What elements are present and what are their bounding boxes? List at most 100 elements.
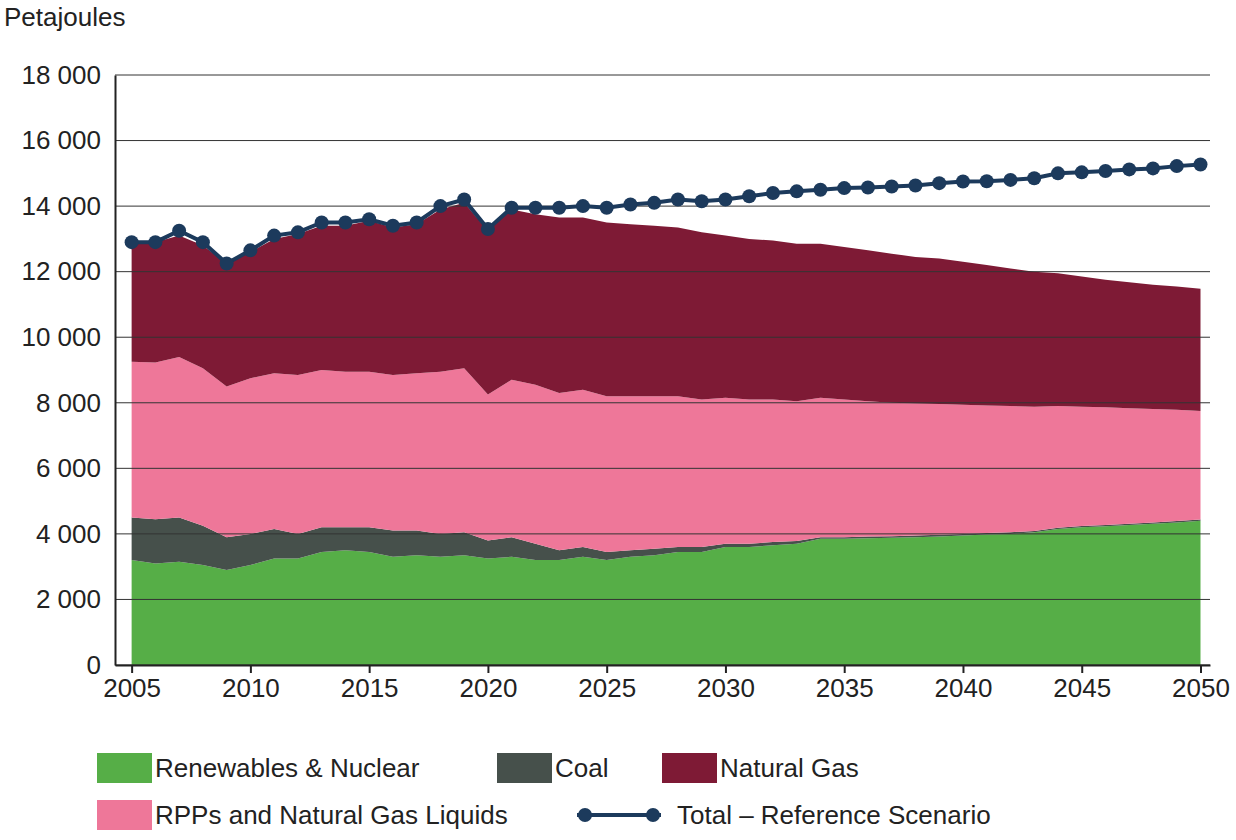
marker	[528, 201, 542, 215]
grid-line	[115, 533, 1210, 534]
grid-line	[115, 402, 1210, 403]
y-tick-label: 4 000	[36, 519, 101, 549]
marker	[552, 201, 566, 215]
marker	[196, 235, 210, 249]
y-tick-label: 16 000	[21, 125, 101, 155]
marker	[718, 193, 732, 207]
x-tick: 2050	[1172, 665, 1230, 703]
x-tick-label: 2040	[935, 673, 993, 703]
x-tick-mark	[725, 665, 727, 673]
x-tick-label: 2005	[103, 673, 161, 703]
marker	[1098, 164, 1112, 178]
legend-item: Coal	[497, 753, 608, 783]
y-tick: 12 000	[21, 256, 115, 286]
y-tick: 2 000	[36, 584, 115, 614]
grid-line	[115, 468, 1210, 469]
marker	[1122, 162, 1136, 176]
x-tick: 2010	[222, 665, 280, 703]
y-tick-label: 18 000	[21, 60, 101, 90]
marker	[291, 225, 305, 239]
grid-line	[115, 599, 1210, 600]
legend: Renewables & Nuclear Coal RPPs and Natural…	[97, 753, 991, 830]
chart: 0 2 000 4 000 6 000 8 000 10 000 12 000 14 000 1…	[0, 0, 1236, 840]
marker	[647, 196, 661, 210]
x-tick-mark	[487, 665, 489, 673]
marker	[837, 181, 851, 195]
y-tick-label: 12 000	[21, 256, 101, 286]
x-tick-label: 2025	[578, 673, 636, 703]
x-tick: 2040	[935, 665, 993, 703]
marker	[267, 229, 281, 243]
x-tick: 2045	[1053, 665, 1111, 703]
marker	[362, 212, 376, 226]
legend-item: Renewables & Nuclear	[97, 753, 420, 783]
x-tick-mark	[606, 665, 608, 673]
marker	[1146, 161, 1160, 175]
y-tick: 16 000	[21, 125, 115, 155]
marker	[1051, 166, 1065, 180]
y-axis: 0 2 000 4 000 6 000 8 000 10 000 12 000 14 000 1…	[21, 60, 115, 680]
legend-label: RPPs and Natural Gas Liquids	[155, 800, 508, 830]
x-tick-label: 2045	[1053, 673, 1111, 703]
marker	[338, 216, 352, 230]
y-tick: 18 000	[21, 60, 115, 90]
y-tick-label: 6 000	[36, 453, 101, 483]
y-tick-label: 2 000	[36, 584, 101, 614]
y-tick-label: 0	[87, 650, 101, 680]
marker	[695, 194, 709, 208]
marker	[481, 222, 495, 236]
x-tick: 2015	[341, 665, 399, 703]
marker	[243, 243, 257, 257]
y-tick-label: 14 000	[21, 191, 101, 221]
legend-label: Natural Gas	[720, 753, 859, 783]
grid-line	[115, 140, 1210, 141]
legend-label: Coal	[555, 753, 608, 783]
x-tick-mark	[369, 665, 371, 673]
marker	[861, 180, 875, 194]
legend-swatch	[497, 753, 552, 783]
x-tick: 2005	[103, 665, 161, 703]
marker	[315, 216, 329, 230]
legend-marker	[646, 808, 660, 822]
legend-marker	[578, 808, 592, 822]
x-tick-mark	[250, 665, 252, 673]
grid-line	[115, 271, 1210, 272]
legend-label: Total – Reference Scenario	[677, 800, 991, 830]
marker	[576, 199, 590, 213]
y-axis-line	[115, 76, 117, 666]
marker	[766, 186, 780, 200]
marker	[1003, 173, 1017, 187]
line-series	[132, 164, 1201, 263]
y-tick-label: 10 000	[21, 322, 101, 352]
legend-label: Renewables & Nuclear	[155, 753, 420, 783]
marker	[172, 224, 186, 238]
marker	[1075, 165, 1089, 179]
legend-item: Natural Gas	[662, 753, 859, 783]
x-axis-line	[116, 665, 1211, 667]
line-layer	[125, 157, 1208, 270]
y-tick: 8 000	[36, 388, 115, 418]
marker	[813, 183, 827, 197]
y-tick: 6 000	[36, 453, 115, 483]
grid-line	[115, 206, 1210, 207]
grid-line	[115, 75, 1210, 76]
marker	[908, 178, 922, 192]
marker	[410, 216, 424, 230]
marker	[600, 201, 614, 215]
marker	[457, 193, 471, 207]
legend-swatch	[97, 800, 152, 830]
marker	[885, 179, 899, 193]
marker	[505, 201, 519, 215]
legend-item: RPPs and Natural Gas Liquids	[97, 800, 508, 830]
x-tick-mark	[1081, 665, 1083, 673]
x-tick-mark	[844, 665, 846, 673]
marker	[742, 189, 756, 203]
y-axis-title: Petajoules	[4, 2, 125, 32]
x-tick-label: 2050	[1172, 673, 1230, 703]
marker	[671, 193, 685, 207]
x-tick-label: 2020	[459, 673, 517, 703]
x-tick: 2020	[459, 665, 517, 703]
legend-swatch	[662, 753, 717, 783]
x-axis: 2005201020152020202520302035204020452050	[103, 665, 1230, 703]
grid-line	[115, 337, 1210, 338]
